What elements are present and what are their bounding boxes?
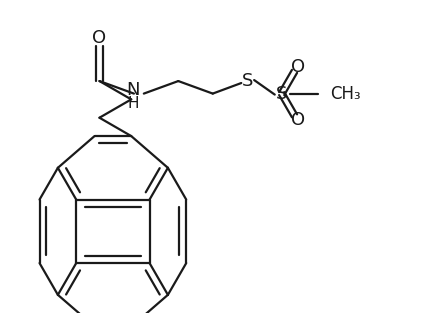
Text: O: O xyxy=(291,111,306,129)
Text: O: O xyxy=(291,58,306,76)
Text: CH₃: CH₃ xyxy=(330,84,361,103)
Text: H: H xyxy=(127,96,139,111)
Text: N: N xyxy=(126,81,139,99)
Text: O: O xyxy=(92,29,106,47)
Text: S: S xyxy=(242,72,253,90)
Text: S: S xyxy=(276,84,287,103)
